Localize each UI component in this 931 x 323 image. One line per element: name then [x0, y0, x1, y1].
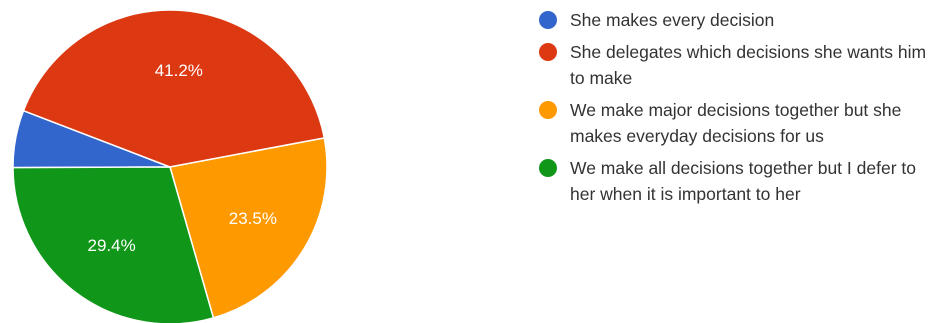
pie-slice[interactable] — [22, 9, 326, 168]
legend-swatch — [539, 159, 557, 177]
legend: She makes every decision She delegates w… — [537, 7, 927, 213]
legend-label: We make major decisions together but she… — [570, 100, 902, 146]
legend-item[interactable]: She makes every decision — [537, 7, 927, 33]
pie-slice[interactable] — [169, 137, 328, 319]
slice-label: 29.4% — [88, 236, 136, 255]
pie-chart: 41.2% 23.5% 29.4% — [12, 9, 328, 323]
pie-slice[interactable] — [12, 166, 215, 323]
slice-label: 41.2% — [155, 61, 203, 80]
legend-label: She makes every decision — [570, 10, 775, 30]
legend-swatch — [539, 11, 557, 29]
slice-label: 23.5% — [229, 209, 277, 228]
legend-label: She delegates which decisions she wants … — [570, 42, 927, 88]
legend-item[interactable]: We make major decisions together but she… — [537, 97, 927, 149]
legend-swatch — [539, 101, 557, 119]
legend-swatch — [539, 43, 557, 61]
legend-item[interactable]: We make all decisions together but I def… — [537, 155, 927, 207]
legend-item[interactable]: She delegates which decisions she wants … — [537, 39, 927, 91]
legend-label: We make all decisions together but I def… — [570, 158, 916, 204]
